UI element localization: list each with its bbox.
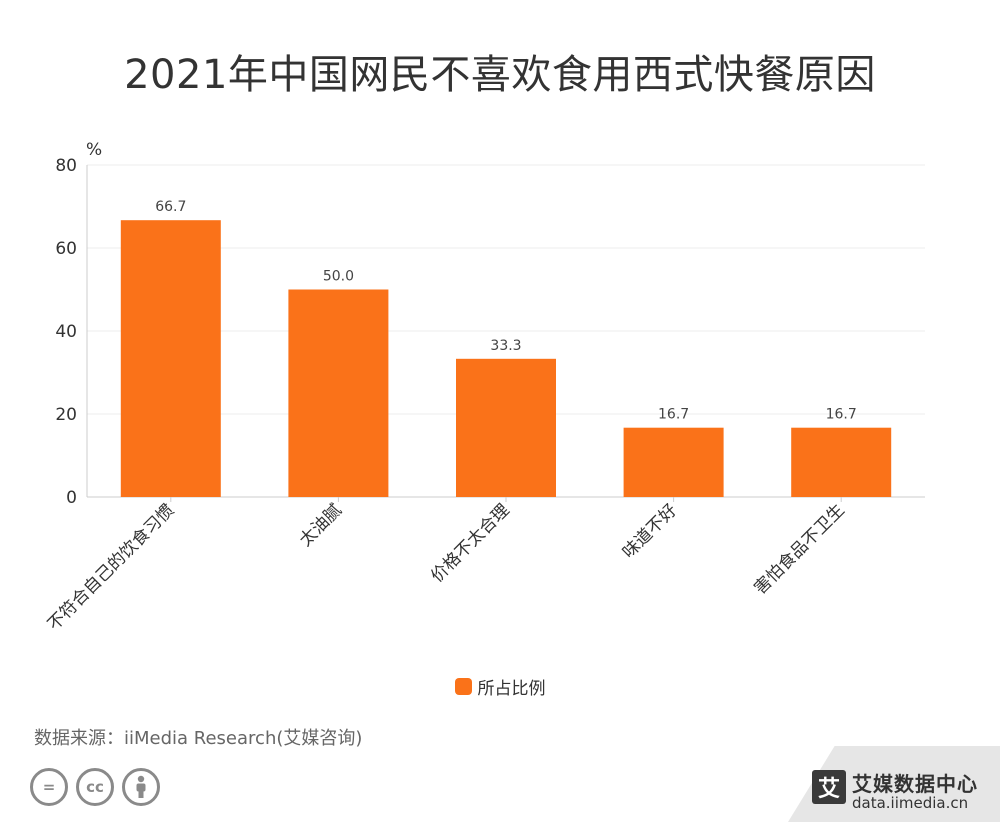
data-label: 16.7 [826,407,857,423]
y-tick-label: 40 [55,322,77,342]
y-axis-label: % [86,140,102,160]
data-label: 66.7 [155,199,186,215]
bar-chart: 0 20 40 60 80% 66.7 不符合自己的饮食习惯 50.0 太油腻 33.3 价格不太合… [44,140,925,635]
x-tick-label: 价格不太合理 [427,500,513,586]
x-tick-label: 不符合自己的饮食习惯 [44,500,178,634]
bar [791,427,892,497]
brand-logo: 艾 [812,770,846,804]
x-tick-label: 害怕食品不卫生 [750,500,848,598]
license-icons: = cc [30,768,160,806]
chart-title: 2021年中国网民不喜欢食用西式快餐原因 [124,52,876,98]
nd-icon: = [30,768,68,806]
data-label: 33.3 [490,338,521,354]
data-label: 50.0 [323,269,354,285]
bar [288,289,389,497]
by-person-icon [122,768,160,806]
bar [456,358,556,497]
brand-name: 艾媒数据中心 [852,772,978,796]
y-tick-label: 60 [55,239,77,259]
y-tick-label: 0 [66,488,77,508]
data-label: 16.7 [658,407,689,423]
bar [120,220,221,497]
x-tick-label: 味道不好 [619,500,681,562]
source-note: 数据来源：iiMedia Research(艾媒咨询) [34,728,363,749]
legend-swatch [454,678,472,695]
y-tick-label: 80 [55,156,77,176]
bar [623,427,724,497]
legend-label: 所占比例 [477,679,546,699]
brand-url[interactable]: data.iimedia.cn [852,794,969,812]
x-tick-label: 太油腻 [296,500,346,550]
cc-icon: cc [76,768,114,806]
y-tick-label: 20 [55,405,77,425]
legend[interactable]: 所占比例 [0,674,1000,699]
